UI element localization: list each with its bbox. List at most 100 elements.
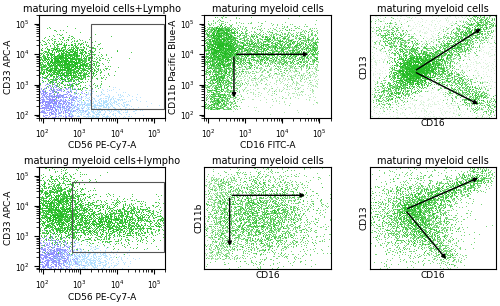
Point	[126, 233, 134, 237]
Point	[92, 66, 100, 71]
Point	[272, 185, 280, 189]
Point	[471, 19, 479, 24]
Point	[439, 223, 447, 228]
Point	[490, 165, 498, 170]
Point	[42, 217, 50, 222]
Point	[264, 186, 272, 191]
Point	[93, 232, 101, 237]
Point	[228, 103, 235, 108]
Point	[54, 220, 62, 225]
Point	[45, 264, 53, 269]
Point	[36, 188, 44, 193]
Point	[468, 184, 475, 188]
Point	[394, 196, 402, 201]
Point	[414, 70, 422, 75]
Point	[228, 78, 236, 83]
Point	[96, 261, 104, 266]
Point	[46, 265, 54, 270]
Point	[424, 222, 432, 227]
Point	[240, 199, 248, 204]
Point	[38, 213, 46, 218]
Point	[78, 222, 86, 227]
Point	[224, 58, 232, 62]
Point	[462, 97, 469, 102]
Point	[484, 19, 492, 24]
Point	[200, 50, 207, 55]
Point	[208, 223, 216, 228]
Point	[288, 224, 296, 229]
Point	[87, 120, 95, 125]
Point	[109, 233, 117, 238]
Point	[48, 218, 56, 223]
Point	[396, 212, 404, 217]
Point	[403, 75, 411, 80]
Point	[230, 50, 238, 55]
Point	[398, 97, 406, 102]
Point	[476, 171, 484, 176]
Point	[416, 68, 424, 73]
Point	[212, 179, 220, 184]
Point	[476, 26, 484, 31]
Point	[435, 228, 443, 233]
Point	[426, 200, 434, 205]
Point	[42, 127, 50, 132]
Point	[41, 49, 49, 54]
Point	[98, 100, 106, 105]
Point	[64, 76, 72, 80]
Point	[216, 189, 224, 194]
Point	[45, 55, 53, 60]
Point	[470, 75, 478, 80]
Point	[474, 72, 482, 77]
Point	[274, 46, 281, 51]
Point	[49, 89, 57, 94]
Point	[18, 208, 26, 213]
Point	[224, 47, 232, 51]
Point	[459, 77, 467, 82]
Point	[38, 215, 46, 219]
Point	[213, 48, 221, 53]
Point	[238, 221, 246, 226]
Point	[259, 64, 267, 69]
Point	[44, 181, 52, 185]
Point	[104, 213, 112, 218]
Point	[78, 159, 86, 164]
Point	[201, 103, 209, 107]
Point	[64, 257, 72, 262]
Point	[42, 56, 50, 61]
Point	[111, 241, 119, 246]
Point	[224, 34, 232, 39]
Point	[58, 71, 66, 76]
Point	[425, 70, 433, 75]
Point	[56, 106, 64, 111]
Point	[284, 56, 292, 61]
Point	[55, 193, 63, 198]
Point	[238, 54, 246, 59]
Point	[41, 262, 49, 267]
Point	[424, 196, 432, 201]
Point	[212, 32, 220, 37]
Point	[242, 237, 250, 242]
Point	[62, 62, 70, 67]
Point	[434, 252, 442, 257]
Point	[230, 45, 238, 50]
Point	[438, 190, 446, 195]
Point	[408, 64, 416, 69]
Point	[258, 224, 266, 229]
Point	[454, 176, 462, 181]
Point	[70, 104, 78, 109]
Point	[297, 76, 305, 81]
Point	[451, 35, 459, 39]
Point	[220, 30, 228, 35]
Point	[486, 21, 494, 26]
Point	[394, 91, 402, 96]
Point	[61, 222, 69, 226]
Point	[444, 260, 452, 265]
Point	[212, 26, 220, 31]
Point	[442, 45, 450, 50]
Point	[400, 200, 407, 205]
Point	[204, 44, 212, 49]
Point	[446, 82, 454, 87]
Point	[439, 193, 447, 198]
Point	[115, 207, 123, 211]
Point	[94, 224, 102, 229]
